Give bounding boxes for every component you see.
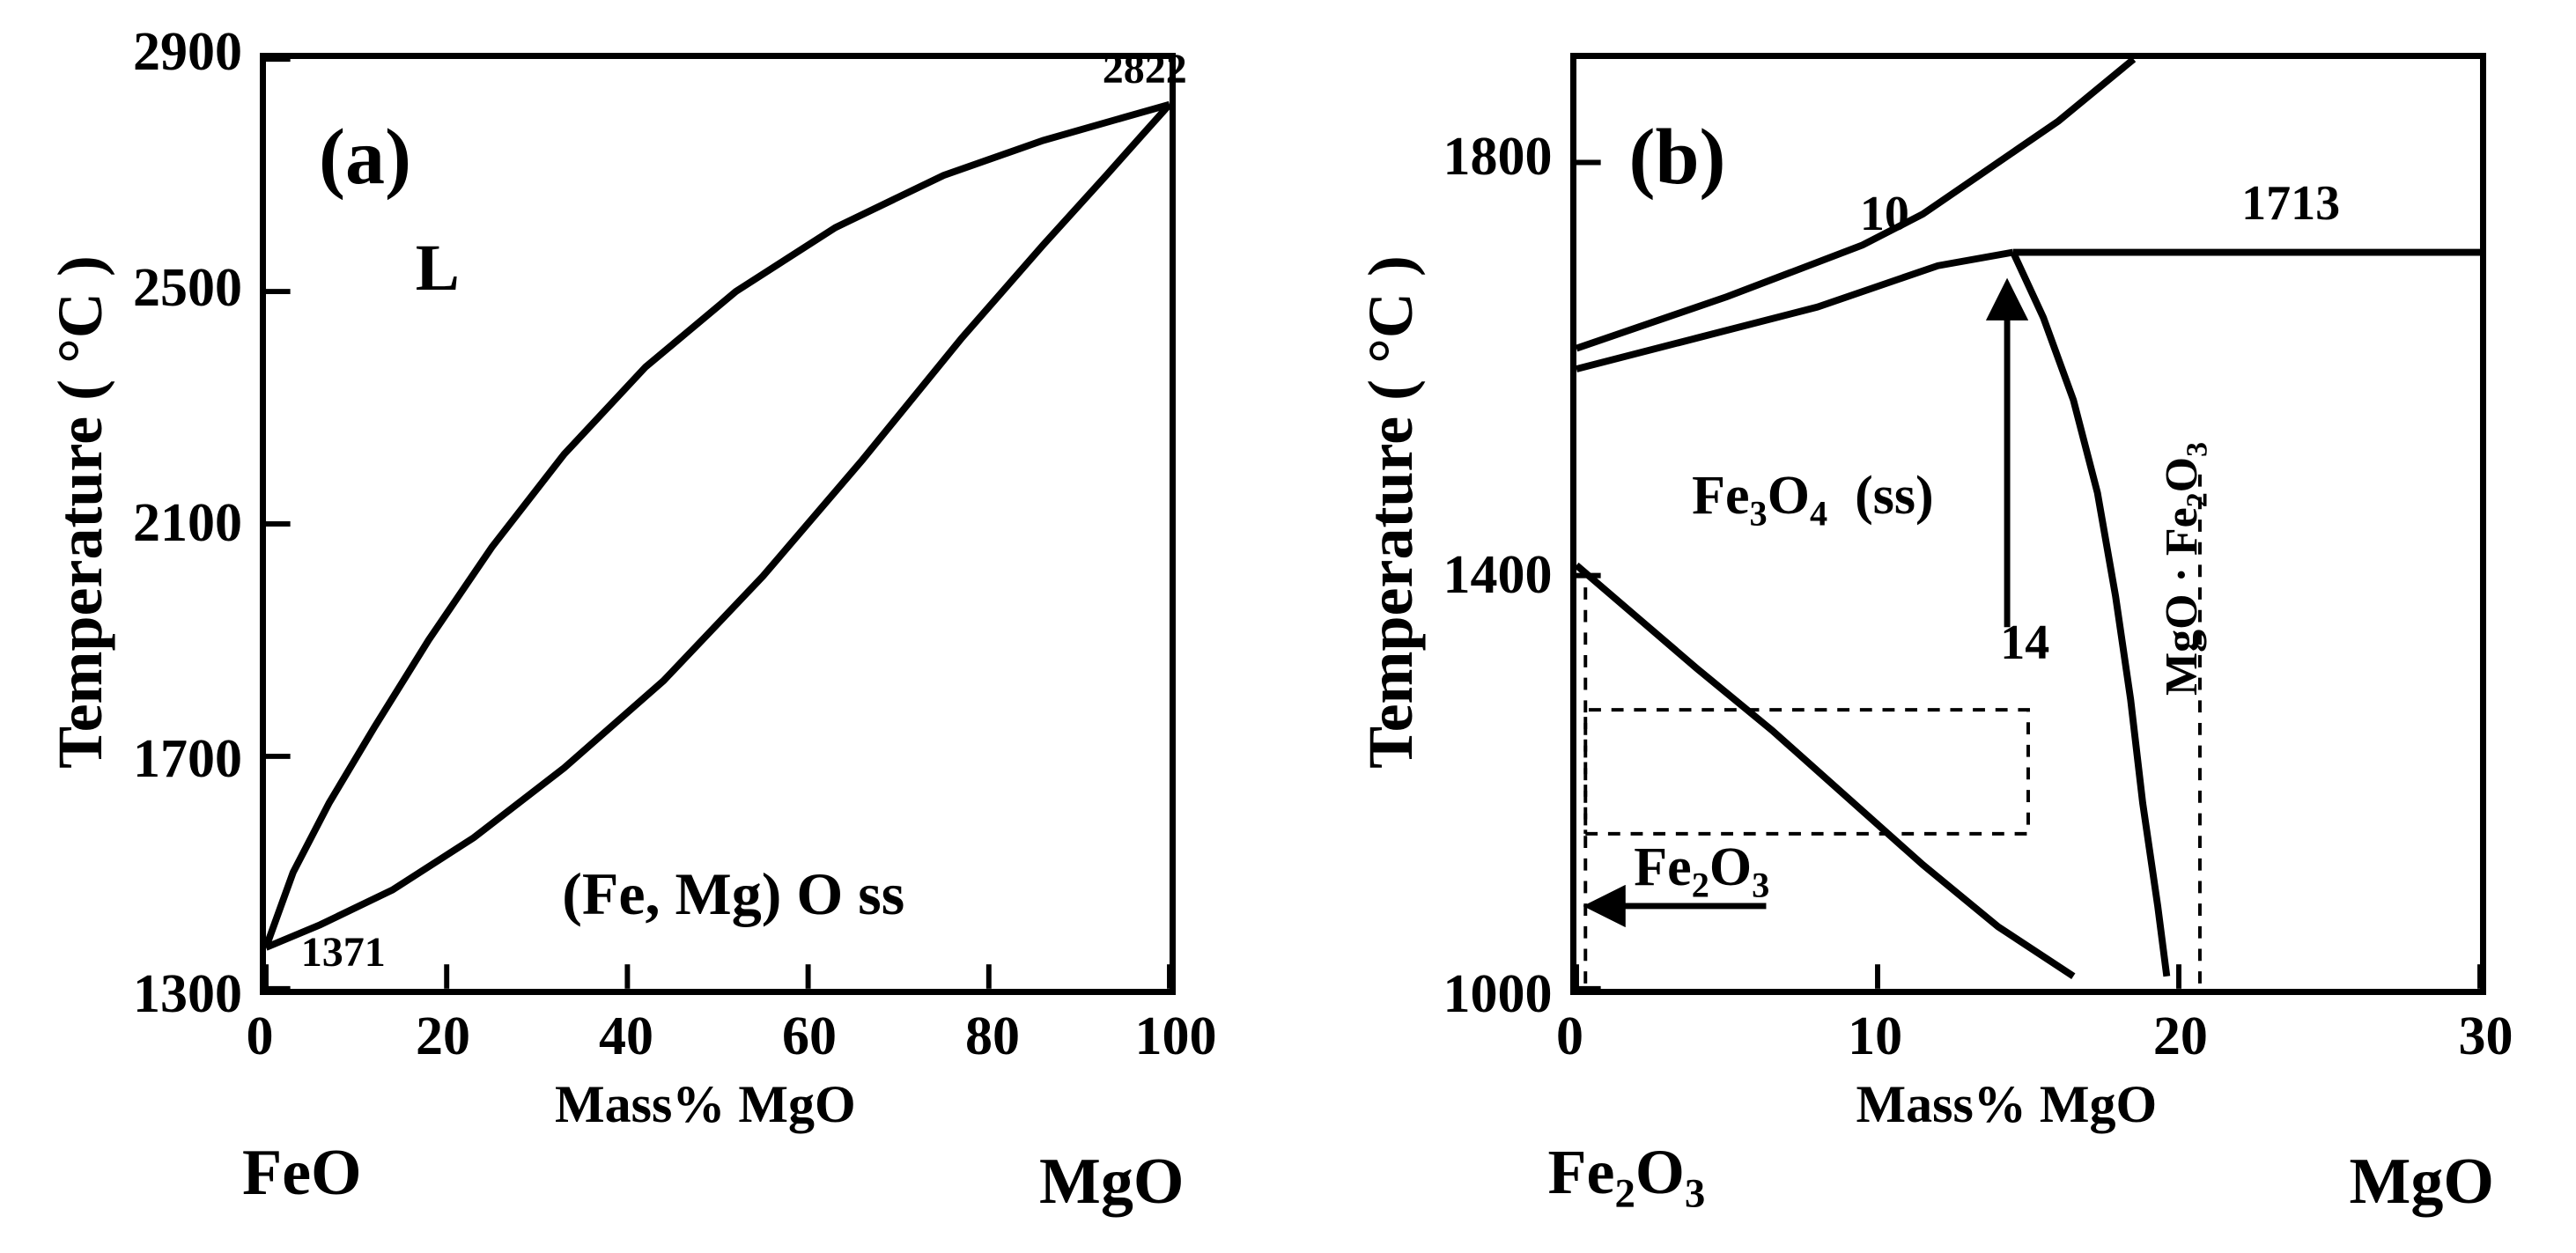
ytick-label: 2900 — [97, 21, 242, 84]
ylabel-b: Temperature ( °C ) — [1354, 255, 1427, 769]
anno-n1713: 1713 — [2241, 175, 2340, 232]
ytick-label: 1800 — [1407, 126, 1553, 188]
ytick-label: 1700 — [97, 728, 242, 791]
panel-id-a: (a) — [319, 112, 411, 203]
anno-fe2o3: Fe2O3 — [1634, 837, 1769, 905]
anno-lowerRegion: (Fe, Mg) O ss — [562, 859, 904, 929]
xtick-label: 10 — [1831, 1006, 1919, 1068]
anno-point1371: 1371 — [301, 928, 386, 977]
xtick-label: 100 — [1132, 1006, 1220, 1068]
xtick-label: 60 — [765, 1006, 853, 1068]
xtick-label: 0 — [1526, 1006, 1614, 1068]
ytick-label: 2100 — [97, 492, 242, 555]
xtick-label: 40 — [582, 1006, 670, 1068]
left-corner-a: FeO — [242, 1136, 362, 1211]
left-corner-b: Fe2O3 — [1548, 1136, 1706, 1217]
xtick-label: 0 — [216, 1006, 304, 1068]
left-corner-b-text: Fe2O3 — [1548, 1137, 1706, 1207]
xtick-label: 30 — [2442, 1006, 2530, 1068]
anno-n10: 10 — [1860, 186, 1909, 242]
xtick-label: 20 — [2137, 1006, 2225, 1068]
panel-id-b: (b) — [1629, 112, 1726, 203]
plot-area-a: (a) — [260, 53, 1176, 995]
anno-n14: 14 — [2000, 615, 2049, 671]
anno-mgofeo: MgO · Fe2O3 — [2156, 442, 2214, 696]
xtick-label: 80 — [948, 1006, 1037, 1068]
ytick-label: 1400 — [1407, 544, 1553, 607]
right-corner-b: MgO — [2350, 1145, 2494, 1220]
right-corner-a: MgO — [1039, 1145, 1184, 1220]
left-corner-a-text: FeO — [242, 1137, 362, 1209]
panel-a: Temperature ( °C ) (a) 13001700210025002… — [26, 18, 1240, 1227]
xtick-label: 20 — [399, 1006, 487, 1068]
xlabel-a: Mass% MgO — [555, 1074, 856, 1135]
ytick-label: 2500 — [97, 257, 242, 320]
panel-b: Temperature ( °C ) (b) 100014001800 0102… — [1337, 18, 2550, 1227]
right-corner-b-text: MgO — [2350, 1146, 2494, 1218]
right-corner-a-text: MgO — [1039, 1146, 1184, 1218]
anno-fe3o4: Fe3O4 (ss) — [1692, 465, 1934, 534]
xlabel-b: Mass% MgO — [1856, 1074, 2158, 1135]
anno-L: L — [416, 231, 460, 306]
anno-point2822: 2822 — [1103, 45, 1187, 93]
figure-container: Temperature ( °C ) (a) 13001700210025002… — [0, 0, 2576, 1253]
